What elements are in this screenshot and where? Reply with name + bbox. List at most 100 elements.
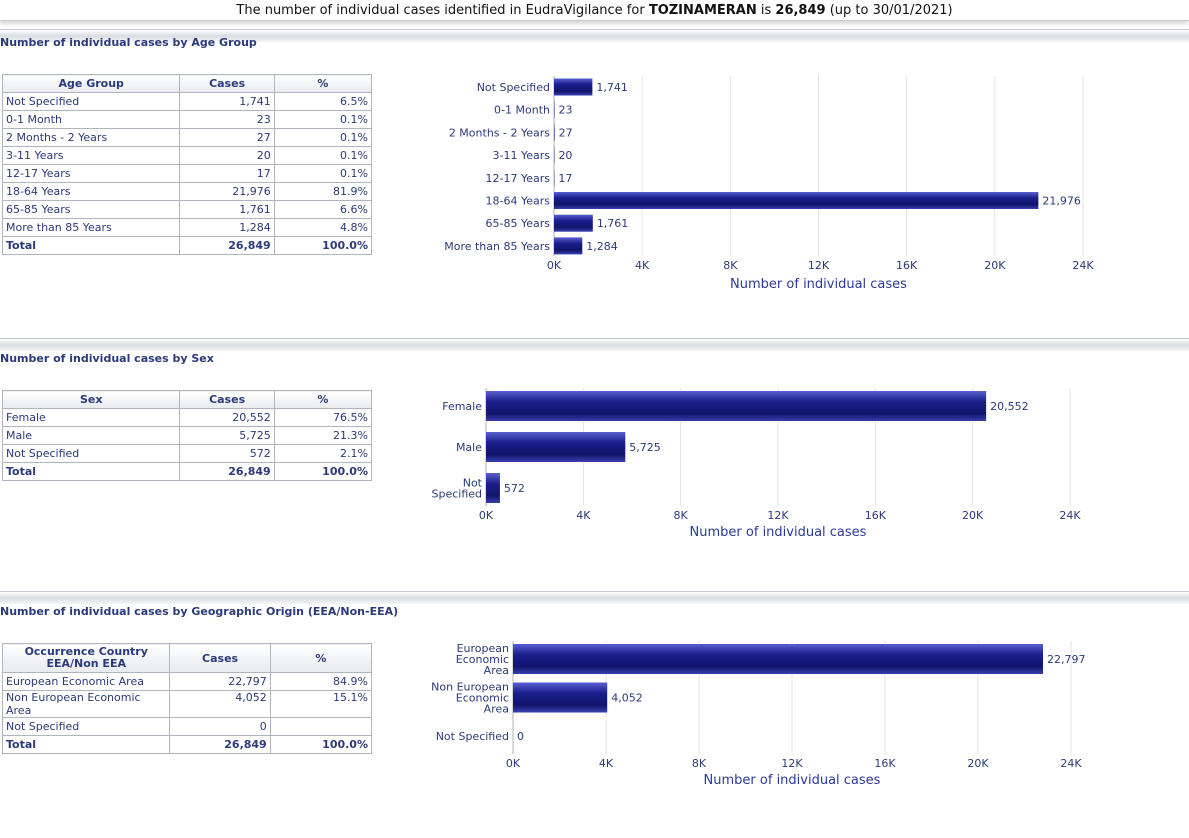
- table-cell-label: Total: [1, 236, 181, 255]
- x-tick-label: 12K: [781, 757, 803, 770]
- x-tick-label: 24K: [1059, 509, 1081, 522]
- table-cell-percent: 100.0%: [273, 462, 373, 481]
- category-label: Male: [456, 441, 482, 454]
- table-cell-cases: 26,849: [179, 462, 275, 481]
- bar: [554, 237, 583, 255]
- col-header-cases: Cases: [169, 643, 271, 673]
- x-axis-title: Number of individual cases: [704, 773, 881, 788]
- table-cell-label: Total: [1, 462, 181, 481]
- category-label: Not Specified: [436, 730, 509, 743]
- category-label: 65-85 Years: [486, 217, 551, 230]
- x-tick-label: 16K: [874, 757, 896, 770]
- data-label: 0: [517, 730, 524, 743]
- data-label: 20: [558, 149, 572, 162]
- x-tick-label: 4K: [599, 757, 614, 770]
- category-label: Not Specified: [477, 81, 550, 94]
- table-row: 2 Months - 2 Years 27 0.1%: [1, 128, 373, 147]
- table-cell-label: Total: [1, 735, 171, 754]
- bar: [554, 78, 593, 96]
- section-separator: [0, 338, 1189, 351]
- category-label-line: 65-85 Years: [486, 217, 551, 230]
- table-cell-percent: 81.9%: [273, 182, 373, 201]
- col-header-percent: %: [273, 74, 373, 93]
- table-cell-cases: 26,849: [179, 236, 275, 255]
- category-label: Female: [442, 400, 482, 413]
- bar: [554, 192, 1039, 209]
- table-row: Not Specified 572 2.1%: [1, 444, 373, 463]
- table-row: 65-85 Years 1,761 6.6%: [1, 200, 373, 219]
- table-cell-label: European Economic Area: [1, 672, 171, 691]
- table-cell-percent: 100.0%: [269, 735, 373, 754]
- col-header-occurrence-country: Occurrence Country EEA/Non EEA: [1, 643, 171, 673]
- category-label-line: 2 Months - 2 Years: [449, 126, 550, 139]
- data-label: 1,284: [586, 240, 618, 253]
- bar: [486, 391, 987, 421]
- x-tick-label: 12K: [767, 509, 789, 522]
- category-label-line: Non European: [431, 681, 509, 694]
- category-label: 3-11 Years: [493, 149, 551, 162]
- table-cell-label: 12-17 Years: [1, 164, 181, 183]
- table-row: 18-64 Years 21,976 81.9%: [1, 182, 373, 201]
- table-cell-percent: 84.9%: [269, 672, 373, 691]
- data-label: 20,552: [990, 400, 1028, 413]
- category-label: Not Specified: [431, 477, 482, 501]
- x-tick-label: 20K: [984, 259, 1006, 272]
- geo-table: Occurrence Country EEA/Non EEA Cases % E…: [1, 643, 373, 754]
- x-tick-label: 12K: [808, 259, 830, 272]
- bar-chart-2: 0K 4K 8K 12K 16K 20K 24K 20,552 Female 5,725 Male 5…: [431, 388, 1081, 540]
- category-label-line: Economic: [456, 653, 509, 666]
- bar: [486, 473, 500, 503]
- table-cell-label: 18-64 Years: [1, 182, 181, 201]
- data-label: 4,052: [611, 692, 643, 705]
- table-row: Not Specified 0: [1, 717, 373, 736]
- x-tick-label: 8K: [692, 757, 707, 770]
- category-label-line: Female: [442, 400, 482, 413]
- banner-product: TOZINAMERAN: [648, 3, 757, 18]
- data-label: 22,797: [1047, 653, 1086, 666]
- table-total-row: Total 26,849 100.0%: [1, 462, 373, 481]
- x-tick-label: 4K: [576, 509, 591, 522]
- category-label-line: Specified: [431, 488, 482, 501]
- category-label-line: Area: [484, 703, 509, 716]
- table-cell-percent: 6.5%: [273, 92, 373, 111]
- data-label: 5,725: [629, 441, 661, 454]
- table-row: Not Specified 1,741 6.5%: [1, 92, 373, 111]
- x-tick-label: 24K: [1060, 757, 1082, 770]
- category-label-line: Not Specified: [436, 730, 509, 743]
- section-title-sex: Number of individual cases by Sex: [0, 352, 214, 365]
- x-tick-label: 8K: [723, 259, 738, 272]
- x-tick-label: 0K: [547, 259, 562, 272]
- table-row: 3-11 Years 20 0.1%: [1, 146, 373, 165]
- category-label-line: Economic: [456, 692, 509, 705]
- table-cell-label: Non European Economic Area: [1, 690, 171, 718]
- bar: [554, 123, 555, 141]
- category-label: 18-64 Years: [486, 195, 551, 208]
- table-total-row: Total 26,849 100.0%: [1, 735, 373, 754]
- section-separator: [0, 29, 1189, 42]
- bar: [513, 644, 1044, 674]
- x-tick-label: 16K: [865, 509, 887, 522]
- bar: [554, 101, 555, 119]
- category-label-line: 3-11 Years: [493, 149, 551, 162]
- table-row: European Economic Area 22,797 84.9%: [1, 672, 373, 691]
- table-cell-cases: 26,849: [169, 735, 271, 754]
- x-tick-label: 0K: [479, 509, 494, 522]
- table-row: Female 20,552 76.5%: [1, 408, 373, 427]
- table-cell-percent: 76.5%: [273, 408, 373, 427]
- x-tick-label: 0K: [506, 757, 521, 770]
- section-title-age: Number of individual cases by Age Group: [0, 36, 257, 49]
- banner-prefix: The number of individual cases identifie…: [236, 3, 645, 18]
- category-label-line: 12-17 Years: [486, 172, 551, 185]
- category-label: 2 Months - 2 Years: [449, 126, 550, 139]
- x-tick-label: 24K: [1072, 259, 1094, 272]
- category-label: Non European Economic Area: [431, 681, 509, 716]
- data-label: 572: [504, 482, 525, 495]
- table-cell-label: Not Specified: [1, 717, 171, 736]
- age-table: Age Group Cases % Not Specified 1,741 6.5%…: [1, 74, 373, 255]
- bar: [513, 682, 608, 713]
- data-label: 1,741: [596, 81, 628, 94]
- x-tick-label: 20K: [962, 509, 984, 522]
- col-header-percent: %: [273, 390, 373, 409]
- bar: [554, 214, 593, 232]
